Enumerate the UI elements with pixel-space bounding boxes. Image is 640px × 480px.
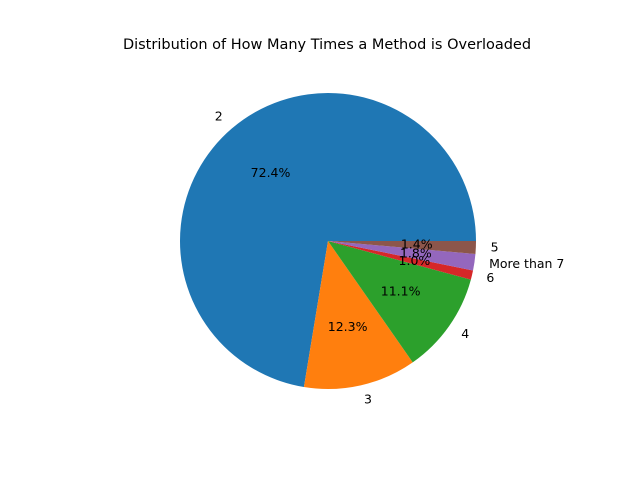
pct-labels-layer: 72.4% 12.3% 11.1% 1.0%1.8%1.4% (251, 165, 433, 334)
slice-label-6: 6 (486, 270, 494, 285)
slice-label-more-than-7: More than 7 (489, 256, 564, 271)
slice-label-4: 4 (461, 326, 469, 341)
slice-label-5: 5 (491, 240, 499, 255)
pie-slice-4 (328, 241, 471, 363)
pie-slice-6 (328, 241, 474, 280)
pie-slice-3 (303, 241, 413, 389)
pct-label-more-than-7: 1.8% (400, 245, 432, 260)
pct-label-6: 1.0% (399, 253, 431, 268)
chart-title: Distribution of How Many Times a Method … (123, 37, 531, 53)
slices-layer (180, 93, 477, 389)
pie-slice-5 (328, 241, 477, 254)
pie-slice-more-than-7 (328, 241, 476, 271)
pct-label-3: 12.3% (328, 319, 368, 334)
pct-label-5: 1.4% (401, 236, 433, 251)
pct-label-4: 11.1% (381, 284, 421, 299)
pie-slice-2 (180, 93, 476, 388)
slice-label-2: 2 (215, 108, 223, 123)
slice-label-3: 3 (364, 391, 372, 406)
pct-label-2: 72.4% (251, 165, 291, 180)
